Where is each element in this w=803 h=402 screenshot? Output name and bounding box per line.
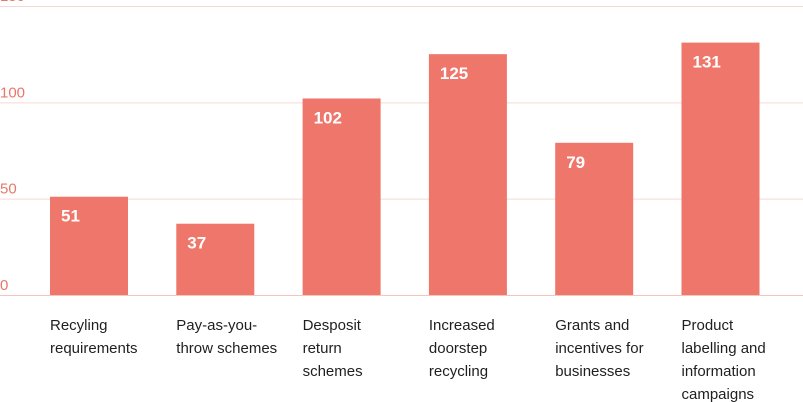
bar (681, 42, 760, 296)
y-tick-label: 50 (0, 181, 17, 198)
category-label-line: doorstep (429, 340, 487, 357)
category-label-line: Desposit (303, 317, 362, 334)
category-label-line: requirements (50, 340, 138, 357)
category-label-line: Pay-as-you- (176, 317, 257, 334)
category-label: Desposit return schemes (303, 317, 363, 380)
category-label-line: throw schemes (176, 340, 277, 357)
category-label: Recyling requirements (50, 317, 138, 357)
y-axis-ticks: 0 50 100 150 (0, 0, 25, 294)
category-label-line: information (682, 363, 756, 380)
category-label-line: labelling and (682, 340, 766, 357)
bar (555, 142, 634, 295)
bar-value-label: 102 (314, 108, 342, 127)
bar-value-label: 51 (61, 207, 80, 226)
category-label-line: incentives for (555, 340, 643, 357)
category-labels: Recyling requirements Pay-as-you-throw sch… (50, 317, 766, 402)
category-label-line: Recyling (50, 317, 108, 334)
category-label: Increased doorstep recycling (429, 317, 495, 380)
value-labels: 51 37 102 125 79 131 (61, 53, 721, 253)
category-label-line: businesses (555, 363, 630, 380)
category-label: Grants and incentives for businesses (555, 317, 643, 380)
bar (176, 223, 255, 295)
bars (50, 42, 760, 296)
category-label-line: Grants and (555, 317, 629, 334)
category-label-line: return (303, 340, 342, 357)
bar (428, 54, 507, 295)
category-label-line: campaigns (682, 386, 755, 402)
bar-value-label: 37 (187, 234, 206, 253)
gridlines (0, 6, 803, 296)
y-tick-label: 0 (0, 277, 8, 294)
y-tick-label: 100 (0, 84, 25, 101)
category-label: Product labelling and information campaigns (682, 317, 766, 402)
bar-value-label: 131 (693, 53, 721, 72)
bar (50, 196, 128, 295)
category-label-line: Increased (429, 317, 495, 334)
category-label-line: schemes (303, 363, 363, 380)
y-tick-label: 150 (0, 0, 25, 5)
category-label-line: recycling (429, 363, 488, 380)
category-label: Pay-as-you-throw schemes (176, 317, 277, 357)
bar-value-label: 79 (566, 153, 585, 172)
category-label-line: Product (682, 317, 735, 334)
bar (302, 98, 381, 295)
bar-value-label: 125 (440, 64, 468, 83)
